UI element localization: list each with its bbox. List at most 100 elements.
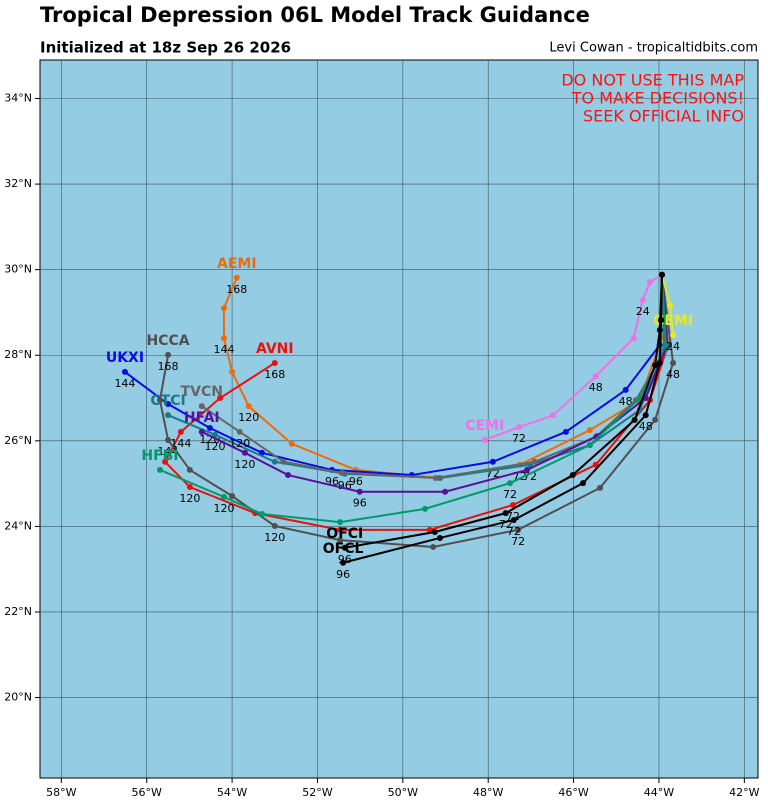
track-point (586, 442, 593, 449)
track-point (241, 449, 248, 456)
track-point (271, 522, 278, 529)
hour-label: 120 (229, 437, 250, 450)
hour-label: 144 (170, 437, 191, 450)
track-point (642, 412, 649, 419)
hour-label: 120 (205, 440, 226, 453)
x-tick-label: 50°W (388, 786, 418, 799)
credit: Levi Cowan - tropicaltidbits.com (549, 41, 758, 56)
hour-label: 24 (666, 340, 680, 353)
x-tick-label: 48°W (473, 786, 503, 799)
track-name: GEMI (653, 313, 693, 329)
map-area (39, 59, 759, 779)
x-tick-label: 58°W (46, 786, 76, 799)
track-name: HFBI (141, 448, 178, 464)
track-point (656, 326, 663, 333)
track-point (667, 302, 674, 309)
track-point (337, 526, 344, 533)
track-point (662, 341, 669, 348)
y-tick-label: 26°N (4, 434, 32, 447)
hour-label: 168 (264, 368, 285, 381)
track-point (622, 386, 629, 393)
track-point (510, 516, 517, 523)
track-point (670, 359, 677, 366)
track-point (569, 472, 576, 479)
subtitle: Initialized at 18z Sep 26 2026 (40, 39, 291, 57)
hour-label: 168 (158, 360, 179, 373)
track-point (592, 373, 599, 380)
x-tick-label: 42°W (729, 786, 759, 799)
track-point (156, 397, 163, 404)
track-point (165, 401, 172, 408)
track-name: AEMI (217, 256, 257, 272)
track-point (639, 297, 646, 304)
warning: DO NOT USE THIS MAP (561, 71, 744, 90)
track-point (162, 458, 169, 465)
track-point (177, 428, 184, 435)
track-point (186, 466, 193, 473)
track-point (337, 519, 344, 526)
hour-label: 120 (238, 411, 259, 424)
track-point (489, 458, 496, 465)
hour-label: 96 (349, 475, 363, 488)
hour-label: 48 (666, 368, 680, 381)
y-tick-label: 34°N (4, 92, 32, 105)
track-point (422, 505, 429, 512)
track-point (156, 466, 163, 473)
y-tick-label: 28°N (4, 348, 32, 361)
track-point (436, 534, 443, 541)
hour-label: 144 (114, 377, 135, 390)
track-point (206, 424, 213, 431)
track-point (579, 480, 586, 487)
hour-label: 144 (213, 343, 234, 356)
track-point (652, 362, 659, 369)
hour-label: 24 (636, 305, 650, 318)
track-point (220, 305, 227, 312)
hour-label: 96 (336, 568, 350, 581)
track-point (280, 458, 287, 465)
hour-label: 72 (503, 488, 517, 501)
track-point (186, 484, 193, 491)
x-tick-label: 56°W (132, 786, 162, 799)
hour-label: 144 (158, 445, 179, 458)
track-name: AVNI (256, 341, 294, 357)
track-point (285, 472, 292, 479)
track-point (656, 359, 663, 366)
track-point (165, 351, 172, 358)
track-point (356, 488, 363, 495)
track-point (597, 484, 604, 491)
track-point (236, 428, 243, 435)
hour-label: 120 (234, 458, 255, 471)
track-point (670, 332, 677, 339)
track-point (121, 368, 128, 375)
track-point (258, 510, 265, 517)
track-point (245, 403, 252, 410)
track-name: HFAI (184, 410, 220, 426)
hour-label: 72 (512, 432, 526, 445)
track-point (217, 395, 224, 402)
track-point (233, 274, 240, 281)
track-point (431, 528, 438, 535)
x-tick-label: 46°W (558, 786, 588, 799)
track-point (631, 416, 638, 423)
track-point (198, 403, 205, 410)
track-point (550, 412, 557, 419)
track-point (562, 428, 569, 435)
y-tick-label: 20°N (4, 691, 32, 704)
track-point (198, 428, 205, 435)
track-point (515, 424, 522, 431)
hour-label: 48 (639, 420, 653, 433)
track-name: OFCI (326, 526, 363, 542)
track-point (220, 493, 227, 500)
hour-label: 120 (264, 531, 285, 544)
track-point (652, 416, 659, 423)
warning: TO MAKE DECISIONS! (571, 89, 744, 108)
track-point (586, 427, 593, 434)
track-point (341, 544, 348, 551)
track-point (338, 469, 345, 476)
track-point (432, 475, 439, 482)
track-point (229, 368, 236, 375)
warning: SEEK OFFICIAL INFO (583, 107, 744, 126)
track-point (340, 559, 347, 566)
track-line (484, 273, 663, 441)
track-point (515, 526, 522, 533)
